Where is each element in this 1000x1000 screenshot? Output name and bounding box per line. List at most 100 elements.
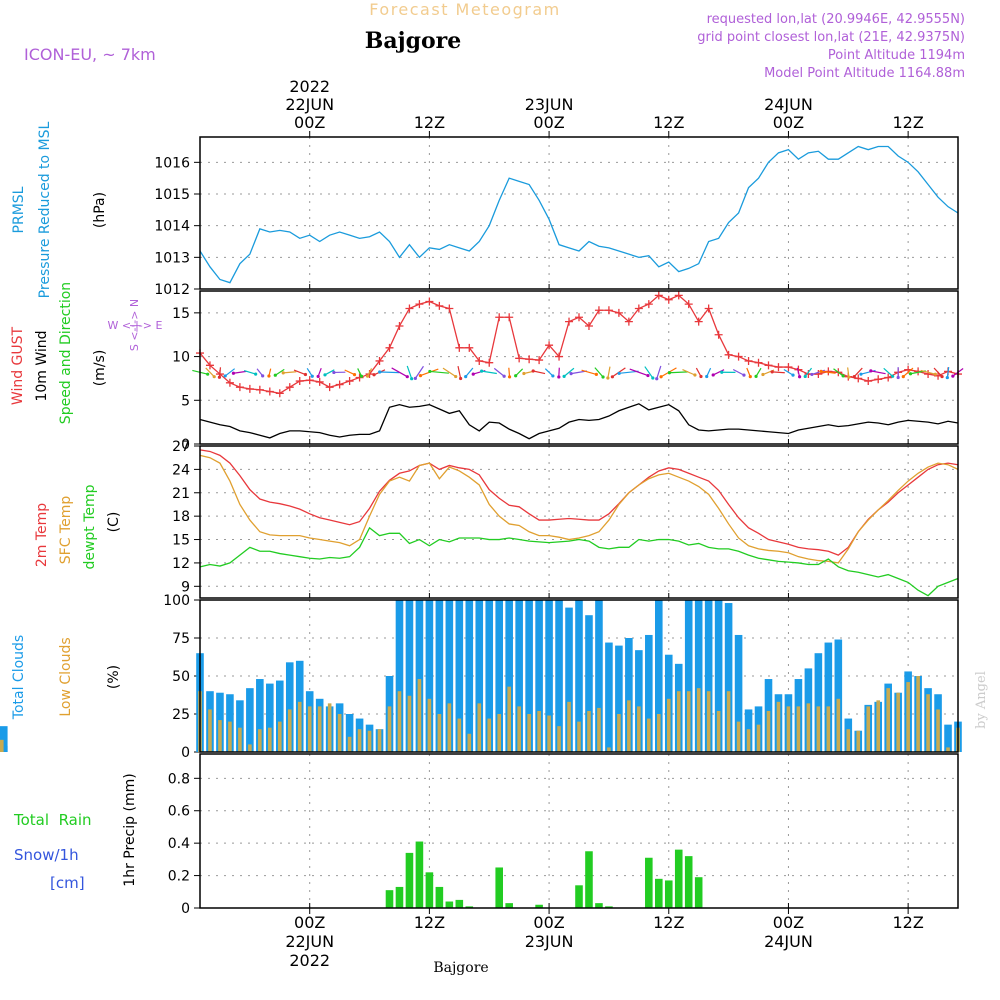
gust-point bbox=[525, 355, 534, 364]
gust-point bbox=[664, 295, 673, 304]
low-cloud-bar bbox=[258, 729, 262, 752]
panel-frame bbox=[199, 445, 959, 599]
wind-arrow-head bbox=[562, 374, 566, 378]
total-cloud-bar bbox=[714, 600, 723, 752]
model-altitude: Model Point Altitude 1164.88m bbox=[764, 66, 965, 81]
top-hour-label: 12Z bbox=[414, 113, 445, 132]
wind-arrow-head bbox=[372, 373, 376, 377]
total-cloud-bar bbox=[435, 600, 444, 752]
low-cloud-bar bbox=[427, 698, 432, 752]
low-cloud-bar bbox=[906, 682, 910, 752]
gust-point bbox=[415, 300, 424, 309]
bottom-hour-label: 12Z bbox=[414, 913, 445, 932]
total-cloud-bar bbox=[345, 714, 354, 752]
low-cloud-bar bbox=[297, 701, 302, 752]
wind-arrow bbox=[563, 367, 575, 377]
wind-arrow bbox=[594, 367, 604, 378]
y-tick-label: 21 bbox=[172, 486, 190, 502]
series-wind-1 bbox=[199, 403, 959, 440]
wind-arrow-head bbox=[646, 373, 650, 378]
wind-arrow bbox=[607, 366, 611, 379]
rain-label: Total Rain bbox=[13, 811, 92, 829]
gust-point bbox=[575, 313, 583, 322]
low-cloud-bar bbox=[397, 691, 402, 752]
temp-unit-label: (C) bbox=[106, 512, 122, 533]
top-hour-label: 12Z bbox=[892, 113, 923, 132]
wind-arrow-head bbox=[428, 369, 432, 374]
wind-arrow-head bbox=[303, 372, 308, 377]
wind-arrow bbox=[933, 367, 943, 377]
low-cloud-bar bbox=[357, 729, 362, 752]
wind-unit-label: (m/s) bbox=[92, 350, 108, 387]
gust-point bbox=[235, 383, 244, 392]
rain-bar bbox=[664, 880, 673, 908]
gust-point bbox=[395, 321, 404, 330]
winddir-label: Speed and Direction bbox=[58, 282, 74, 424]
low-cloud-bar bbox=[627, 700, 631, 752]
low-cloud-bar bbox=[916, 676, 920, 752]
panel-frame bbox=[199, 136, 959, 290]
wind-arrow bbox=[870, 370, 886, 375]
gust-point bbox=[565, 317, 574, 326]
gust-point bbox=[455, 343, 464, 352]
y-tick-label: 100 bbox=[163, 593, 190, 609]
series-temperature-1 bbox=[199, 454, 959, 564]
wind-arrow-head bbox=[601, 375, 605, 379]
panel-temperature: 9 12 15 18 21 24 27 bbox=[172, 439, 959, 599]
wind-arrow-head bbox=[693, 373, 697, 377]
total-cloud-bar bbox=[565, 607, 573, 752]
low-cloud-bar bbox=[238, 727, 242, 752]
rain-bar bbox=[585, 851, 593, 908]
total-cloud-bar bbox=[455, 600, 464, 752]
total-cloud-bar bbox=[575, 600, 583, 752]
wind-arrow-head bbox=[212, 375, 216, 379]
gust-point bbox=[355, 373, 364, 382]
gust-point bbox=[475, 356, 484, 365]
y-tick-label: 1015 bbox=[154, 187, 190, 203]
gust-point bbox=[724, 350, 733, 359]
total-cloud-bar bbox=[515, 600, 523, 752]
y-tick-label: 15 bbox=[172, 306, 190, 322]
gust-point bbox=[225, 378, 234, 387]
total-cloud-bar bbox=[445, 600, 454, 752]
rain-bar bbox=[654, 878, 663, 908]
series-pressure-0 bbox=[199, 145, 959, 284]
gust-point bbox=[764, 361, 773, 370]
top-date-label: 23JUN bbox=[525, 95, 574, 114]
wind-arrow-head bbox=[531, 369, 535, 373]
wind-arrow bbox=[682, 369, 696, 376]
wind-arrow-head bbox=[323, 373, 327, 377]
wind-arrow bbox=[732, 368, 745, 376]
total-cloud-bar bbox=[275, 680, 284, 752]
gust-point bbox=[245, 384, 254, 393]
wind-arrow bbox=[833, 368, 844, 377]
total-cloud-bar bbox=[595, 600, 603, 752]
gust-point bbox=[644, 300, 653, 309]
low-cloud-bar bbox=[487, 718, 492, 752]
top-year-label: 2022 bbox=[289, 77, 330, 96]
rain-bar bbox=[435, 886, 444, 908]
low-cloud-bar bbox=[367, 730, 372, 752]
bottom-date-label: 24JUN bbox=[764, 932, 813, 951]
low-cloud-bar bbox=[517, 706, 521, 752]
wind-arrow bbox=[493, 367, 505, 377]
y-tick-label: 0 bbox=[181, 745, 190, 761]
low-cloud-bar bbox=[228, 721, 232, 752]
total-cloud-bar bbox=[0, 745, 8, 752]
low-cloud-bar bbox=[716, 710, 721, 752]
low-cloud-bar bbox=[547, 715, 551, 752]
y-tick-label: 25 bbox=[172, 707, 190, 723]
precip-labels: Total Rain Snow/1h [cm] 1hr Precip (mm) bbox=[13, 773, 138, 892]
wind-arrow-head bbox=[908, 372, 913, 376]
bottom-hour-label: 00Z bbox=[294, 913, 325, 932]
gust-point bbox=[265, 387, 274, 396]
gust-point bbox=[515, 354, 524, 363]
compass-we: W <-|-> E bbox=[108, 319, 163, 332]
rain-bar bbox=[495, 867, 504, 908]
wind-arrow-head bbox=[754, 374, 758, 378]
rain-bar bbox=[405, 852, 414, 908]
sfc-label: SFC Temp bbox=[58, 496, 74, 565]
panel-wind: 0 5 10 15 bbox=[172, 290, 964, 453]
wind-arrow bbox=[391, 367, 408, 378]
